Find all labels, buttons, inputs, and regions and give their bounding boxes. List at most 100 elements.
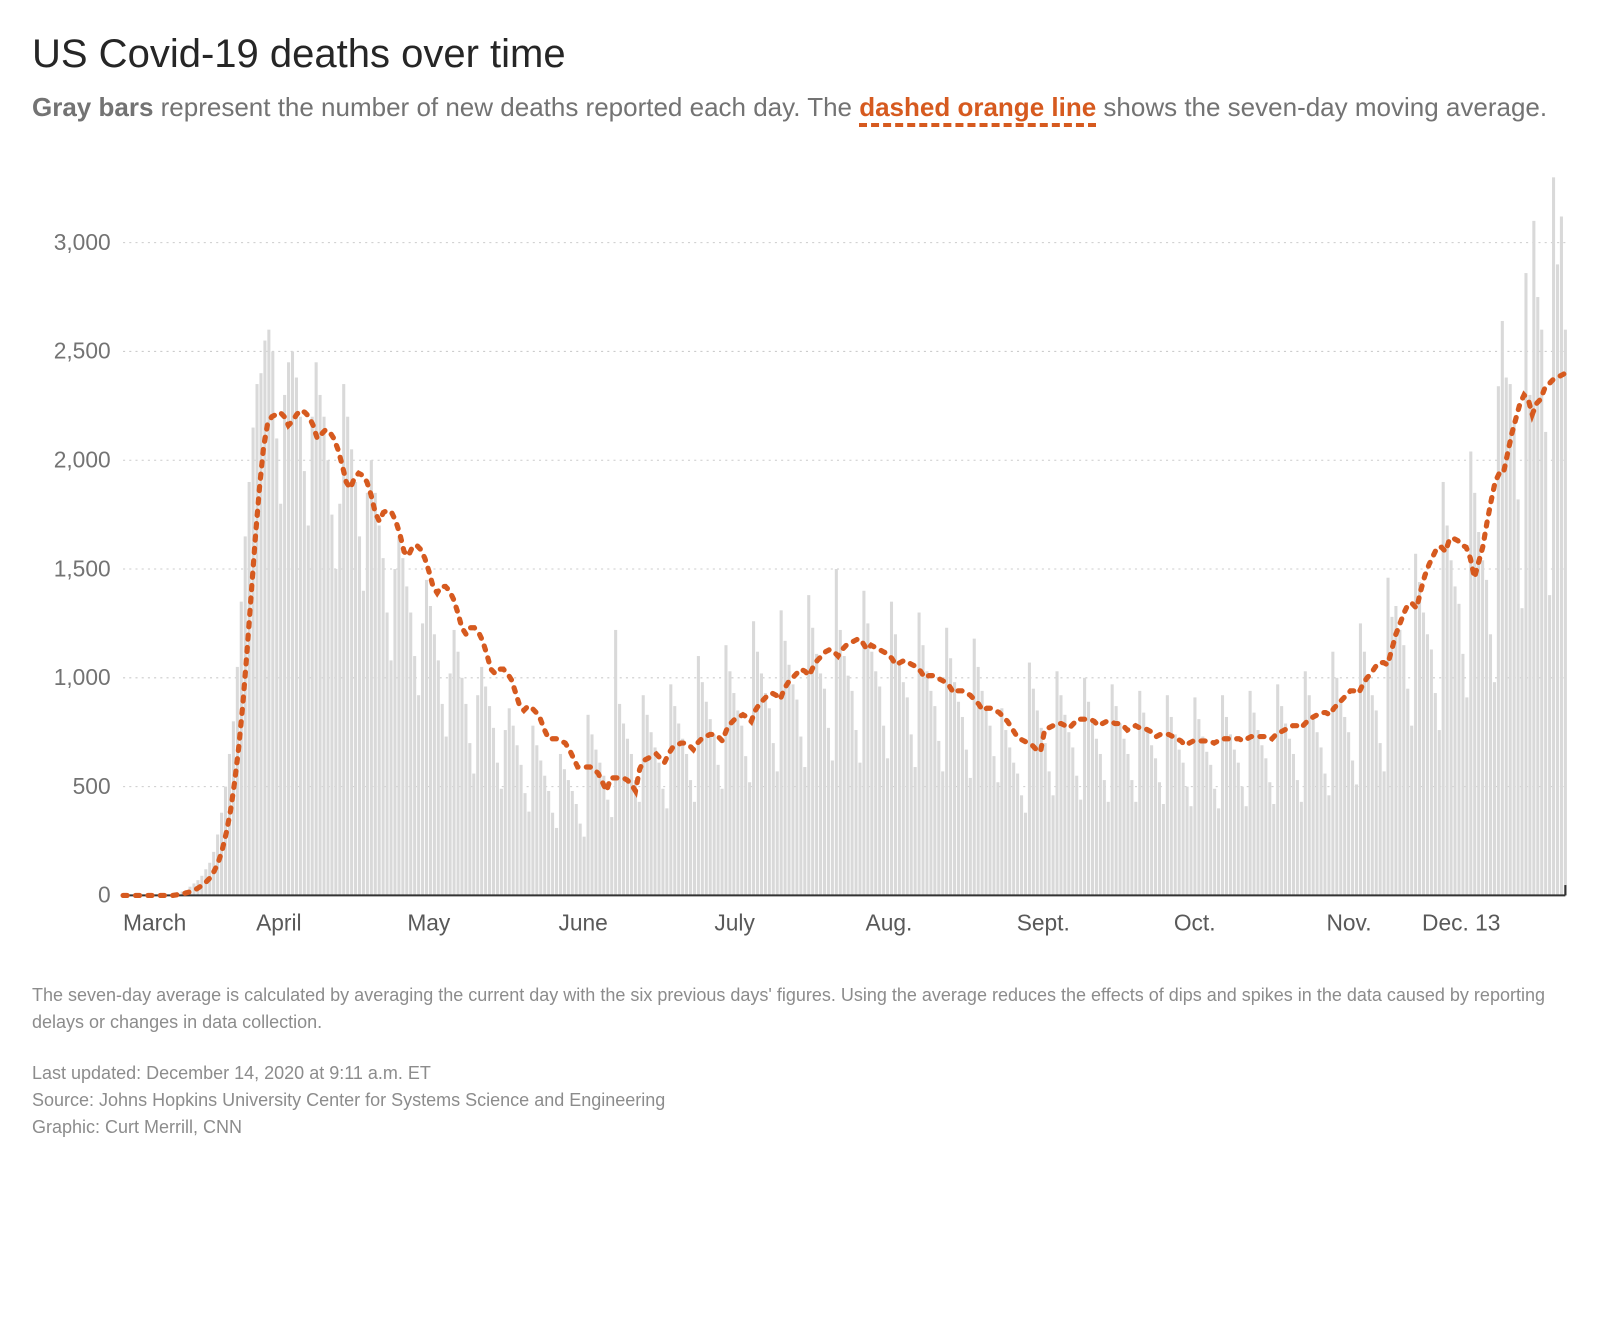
daily-bar bbox=[784, 641, 787, 896]
daily-bar bbox=[630, 754, 633, 895]
daily-bar bbox=[1182, 763, 1185, 896]
daily-bar bbox=[1055, 672, 1058, 896]
daily-bar bbox=[575, 804, 578, 895]
daily-bar bbox=[689, 780, 692, 895]
y-tick-label: 3,000 bbox=[54, 229, 111, 255]
daily-bar bbox=[638, 802, 641, 896]
daily-bar bbox=[1205, 752, 1208, 896]
daily-bar bbox=[843, 656, 846, 895]
daily-bar bbox=[417, 696, 420, 896]
daily-bar bbox=[985, 711, 988, 896]
daily-bar bbox=[1178, 750, 1181, 896]
daily-bar bbox=[389, 661, 392, 896]
daily-bar bbox=[1316, 733, 1319, 896]
daily-bar bbox=[894, 635, 897, 896]
daily-bar bbox=[772, 743, 775, 895]
x-tick-label: May bbox=[407, 910, 451, 936]
daily-bar bbox=[610, 817, 613, 895]
daily-bar bbox=[409, 613, 412, 896]
plot-area: 05001,0001,5002,0002,5003,000MarchAprilM… bbox=[32, 167, 1584, 953]
daily-bar bbox=[531, 726, 534, 896]
subtitle-post: shows the seven-day moving average. bbox=[1096, 92, 1547, 122]
daily-bar bbox=[421, 624, 424, 896]
daily-bar bbox=[1189, 807, 1192, 896]
daily-bar bbox=[256, 384, 259, 895]
daily-bar bbox=[634, 780, 637, 895]
daily-bar bbox=[665, 809, 668, 896]
daily-bar bbox=[839, 630, 842, 895]
daily-bar bbox=[535, 746, 538, 896]
daily-bar bbox=[1016, 774, 1019, 896]
daily-bar bbox=[1158, 783, 1161, 896]
daily-bar bbox=[1083, 678, 1086, 896]
daily-bar bbox=[929, 691, 932, 896]
daily-bar bbox=[1000, 709, 1003, 896]
daily-bar bbox=[311, 417, 314, 896]
daily-bar bbox=[1426, 635, 1429, 896]
x-tick-label: Dec. 13 bbox=[1422, 910, 1500, 936]
daily-bar bbox=[898, 663, 901, 896]
daily-bar bbox=[1465, 698, 1468, 896]
daily-bar bbox=[1442, 482, 1445, 895]
daily-bar bbox=[1331, 652, 1334, 896]
daily-bar bbox=[677, 724, 680, 896]
daily-bar bbox=[425, 580, 428, 896]
daily-bar bbox=[1379, 743, 1382, 895]
daily-bar bbox=[579, 824, 582, 896]
daily-bar bbox=[386, 613, 389, 896]
daily-bar bbox=[1410, 726, 1413, 896]
daily-bar bbox=[437, 661, 440, 896]
daily-bar bbox=[827, 728, 830, 896]
daily-bar bbox=[969, 778, 972, 896]
daily-bar bbox=[921, 646, 924, 896]
daily-bar bbox=[1536, 297, 1539, 895]
daily-bar bbox=[1446, 526, 1449, 896]
daily-bar bbox=[1099, 754, 1102, 895]
x-tick-label: June bbox=[558, 910, 607, 936]
daily-bar bbox=[543, 776, 546, 896]
daily-bar bbox=[504, 730, 507, 895]
daily-bar bbox=[1418, 582, 1421, 895]
meta-graphic: Graphic: Curt Merrill, CNN bbox=[32, 1114, 1584, 1141]
daily-bar bbox=[216, 835, 219, 896]
legend-orange-underline bbox=[859, 123, 1096, 127]
meta-source: Source: Johns Hopkins University Center … bbox=[32, 1087, 1584, 1114]
daily-bar bbox=[1300, 802, 1303, 896]
daily-bar bbox=[1477, 532, 1480, 895]
daily-bar bbox=[1229, 735, 1232, 896]
daily-bar bbox=[374, 493, 377, 896]
chart-meta: Last updated: December 14, 2020 at 9:11 … bbox=[32, 1060, 1584, 1141]
daily-bar bbox=[1095, 739, 1098, 896]
daily-bar bbox=[1473, 493, 1476, 896]
x-tick-label: Nov. bbox=[1326, 910, 1371, 936]
daily-bar bbox=[1146, 730, 1149, 895]
daily-bar bbox=[291, 352, 294, 896]
daily-bar bbox=[299, 417, 302, 896]
daily-bar bbox=[224, 787, 227, 896]
daily-bar bbox=[563, 770, 566, 896]
daily-bar bbox=[996, 783, 999, 896]
daily-bar bbox=[1264, 759, 1267, 896]
daily-bar bbox=[1485, 580, 1488, 896]
daily-bar bbox=[1517, 500, 1520, 896]
subtitle-mid: represent the number of new deaths repor… bbox=[153, 92, 859, 122]
daily-bar bbox=[717, 765, 720, 896]
daily-bar bbox=[925, 672, 928, 896]
daily-bar bbox=[1249, 691, 1252, 896]
daily-bar bbox=[760, 674, 763, 896]
daily-bar bbox=[279, 504, 282, 896]
daily-bar bbox=[1394, 606, 1397, 895]
daily-bar bbox=[476, 696, 479, 896]
daily-bar bbox=[1457, 604, 1460, 896]
daily-bar bbox=[1284, 724, 1287, 896]
daily-bar bbox=[1524, 273, 1527, 895]
daily-bar bbox=[768, 709, 771, 896]
daily-bar bbox=[496, 763, 499, 896]
daily-bar bbox=[1260, 746, 1263, 896]
daily-bar bbox=[788, 665, 791, 896]
daily-bar bbox=[393, 569, 396, 895]
daily-bar bbox=[484, 687, 487, 896]
daily-bar bbox=[520, 765, 523, 896]
legend-orange-line-wrap: dashed orange line bbox=[859, 89, 1096, 127]
daily-bar bbox=[1237, 763, 1240, 896]
